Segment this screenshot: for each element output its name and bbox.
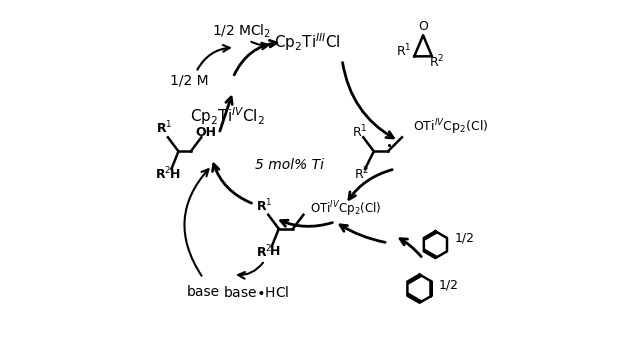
FancyArrowPatch shape (349, 170, 392, 199)
Text: 5 mol% Ti: 5 mol% Ti (255, 158, 324, 172)
Text: 1/2: 1/2 (455, 231, 475, 244)
Text: R$^1$: R$^1$ (257, 197, 273, 214)
FancyArrowPatch shape (238, 263, 263, 279)
FancyArrowPatch shape (184, 169, 208, 276)
Text: R$^1$: R$^1$ (156, 120, 173, 137)
Text: R$^2$: R$^2$ (156, 166, 172, 183)
Text: H: H (270, 245, 281, 258)
FancyArrowPatch shape (220, 97, 232, 131)
Text: OTi$^{IV}$Cp$_2$(Cl): OTi$^{IV}$Cp$_2$(Cl) (413, 117, 488, 137)
Text: Cp$_2$Ti$^{III}$Cl: Cp$_2$Ti$^{III}$Cl (274, 31, 340, 53)
FancyArrowPatch shape (213, 164, 251, 203)
Text: O: O (418, 20, 428, 33)
FancyArrowPatch shape (251, 42, 269, 49)
Text: Cp$_2$Ti$^{IV}$Cl$_2$: Cp$_2$Ti$^{IV}$Cl$_2$ (190, 105, 265, 127)
Text: OH: OH (196, 126, 217, 138)
Text: 1/2 M: 1/2 M (170, 74, 208, 88)
FancyArrowPatch shape (197, 45, 230, 70)
Text: R$^1$: R$^1$ (396, 43, 411, 59)
FancyArrowPatch shape (234, 40, 276, 75)
FancyArrowPatch shape (340, 225, 385, 242)
FancyArrowPatch shape (281, 220, 333, 226)
Text: H: H (170, 168, 180, 181)
Text: 1/2 MCl$_2$: 1/2 MCl$_2$ (212, 23, 271, 40)
Text: base$\bullet$HCl: base$\bullet$HCl (223, 285, 289, 300)
Text: R$^2$: R$^2$ (256, 243, 272, 260)
FancyArrowPatch shape (400, 239, 421, 257)
Text: R$^2$: R$^2$ (354, 166, 369, 183)
FancyArrowPatch shape (342, 63, 393, 138)
Text: 1/2: 1/2 (439, 279, 459, 291)
Text: base: base (187, 285, 220, 299)
Text: $\bullet$: $\bullet$ (385, 140, 392, 150)
Text: OTi$^{IV}$Cp$_2$(Cl): OTi$^{IV}$Cp$_2$(Cl) (311, 200, 382, 219)
Text: R$^1$: R$^1$ (352, 124, 368, 140)
Text: R$^2$: R$^2$ (429, 53, 444, 70)
